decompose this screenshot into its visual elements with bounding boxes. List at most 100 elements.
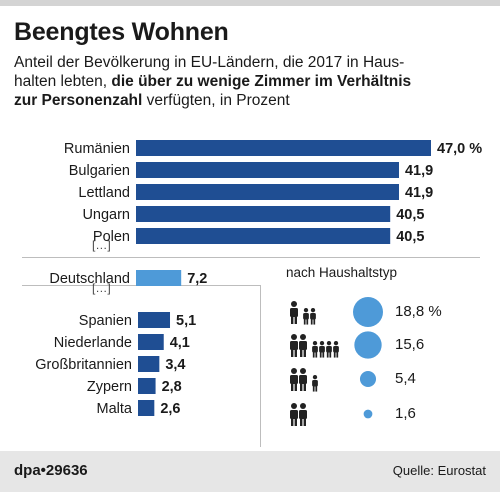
value-label: 40,5 [396, 207, 424, 223]
person-leg [291, 418, 294, 426]
person-leg [294, 316, 297, 324]
person-head [291, 334, 297, 340]
person-head [300, 334, 306, 340]
household-value-3: 5,4 [395, 370, 416, 387]
person-body [299, 410, 307, 419]
person-head [303, 308, 309, 313]
bar-spanien [138, 312, 171, 328]
household-circle [359, 370, 377, 388]
bar-zypern [138, 378, 156, 394]
person-leg [300, 418, 303, 426]
subtitle-bold-1: die über zu wenige Zimmer im Verhältnis [111, 73, 412, 90]
household-icon-1 [288, 301, 348, 325]
person-body [326, 346, 332, 353]
subtitle-part-3: verfügten, in Prozent [142, 92, 290, 109]
person-leg [315, 351, 318, 358]
person-leg [333, 351, 336, 358]
household-circle [353, 297, 383, 327]
value-label: 40,5 [396, 229, 424, 245]
person-leg [294, 383, 297, 391]
footer-bar: dpa•29636 Quelle: Eurostat [0, 451, 500, 492]
value-label: 5,1 [176, 313, 196, 329]
person-leg [312, 385, 315, 392]
person-leg [329, 351, 332, 358]
divider-vertical [260, 285, 261, 447]
bar-ungarn [136, 206, 391, 222]
person-body [290, 375, 298, 384]
person-leg [336, 351, 339, 358]
person-head [319, 341, 325, 346]
bar-niederlande [138, 334, 164, 350]
person-head [300, 368, 306, 374]
country-label: Lettland [78, 185, 130, 201]
person-leg [306, 318, 309, 325]
country-label: Ungarn [82, 207, 130, 223]
person-body [310, 313, 316, 320]
value-label: 41,9 [405, 185, 433, 201]
person-body [312, 346, 318, 353]
person-body [299, 375, 307, 384]
person-body [312, 380, 318, 387]
person-leg [313, 318, 316, 325]
household-icon-2 [288, 334, 348, 358]
person-leg [300, 383, 303, 391]
value-label: 7,2 [187, 271, 207, 287]
person-head [333, 341, 339, 346]
ellipsis-label: […] [92, 281, 111, 295]
subtitle-part-1: Anteil der Bevölkerung in EU-Ländern, di… [14, 54, 405, 71]
person-leg [294, 349, 297, 357]
value-label: 2,6 [160, 401, 180, 417]
dpa-brand: dpa•29636 [14, 462, 88, 479]
country-label: Deutschland [49, 271, 130, 287]
person-leg [291, 349, 294, 357]
bar-lettland [136, 184, 399, 200]
country-label: Niederlande [54, 335, 132, 351]
bar-malta [138, 400, 155, 416]
person-leg [294, 418, 297, 426]
ellipsis-label: […] [92, 238, 111, 252]
person-leg [303, 318, 306, 325]
chart-title: Beengtes Wohnen [14, 18, 229, 46]
value-label: 47,0 % [437, 141, 482, 157]
person-leg [326, 351, 329, 358]
person-head [300, 403, 306, 409]
value-label: 2,8 [162, 379, 182, 395]
person-body [290, 308, 298, 317]
country-label: Bulgarien [69, 163, 130, 179]
household-circle [354, 331, 382, 359]
person-leg [322, 351, 325, 358]
bar-deutschland [136, 270, 182, 286]
person-body [299, 341, 307, 350]
country-label: Rumänien [64, 141, 130, 157]
person-head [312, 375, 318, 380]
bar-bulgarien [136, 162, 399, 178]
person-leg [319, 351, 322, 358]
bar-polen [136, 228, 391, 244]
person-head [312, 341, 318, 346]
country-label: Großbritannien [35, 357, 132, 373]
subtitle-part-2: halten lebten, [14, 73, 112, 90]
household-type-title: nach Haushaltstyp [286, 265, 398, 280]
person-leg [315, 385, 318, 392]
value-label: 41,9 [405, 163, 433, 179]
person-leg [312, 351, 315, 358]
household-value-4: 1,6 [395, 405, 416, 422]
person-head [326, 341, 332, 346]
country-label: Zypern [87, 379, 132, 395]
top-rule [0, 0, 500, 6]
country-label: Polen [93, 229, 130, 245]
household-value-2: 15,6 [395, 336, 425, 353]
person-head [291, 368, 297, 374]
person-leg [300, 349, 303, 357]
value-label: 3,4 [165, 357, 185, 373]
person-head [291, 403, 297, 409]
person-leg [291, 383, 294, 391]
person-body [290, 341, 298, 350]
person-body [290, 410, 298, 419]
person-leg [303, 418, 306, 426]
value-label: 4,1 [170, 335, 190, 351]
person-head [310, 308, 316, 313]
country-label: Malta [97, 401, 133, 417]
bar-rumänien [136, 140, 431, 156]
